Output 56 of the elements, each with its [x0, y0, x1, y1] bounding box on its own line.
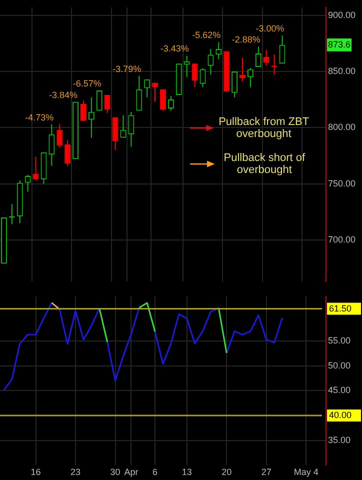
annotation: Pullback short of overbought: [222, 152, 306, 176]
candlestick: [247, 68, 254, 88]
candlestick: [88, 96, 94, 138]
candlestick: [112, 117, 118, 151]
candlestick: [255, 46, 262, 68]
y-tick-label: 750.00: [328, 178, 356, 188]
y-tick-label: 50.00: [328, 360, 351, 370]
candlestick: [56, 124, 63, 148]
text: -3.00%: [256, 23, 284, 34]
text: -2.88%: [232, 34, 260, 45]
y-tick-label: 35.00: [328, 434, 351, 445]
candlestick: [80, 100, 86, 122]
candlestick: [128, 111, 134, 148]
candlestick: [136, 75, 142, 112]
text: -5.62%: [192, 30, 221, 40]
candlestick: [24, 174, 31, 192]
y-tick-label: 850.00: [328, 66, 356, 76]
candlestick: [48, 124, 55, 166]
candlestick: [32, 156, 39, 181]
x-tick-label: 27: [261, 467, 272, 478]
candlestick: [216, 42, 222, 60]
annotation: Pullback from ZBT overbought: [218, 116, 310, 140]
y-tick-label: 45.00: [328, 385, 351, 396]
candlestick: [263, 50, 270, 66]
x-tick-label: 30: [110, 467, 120, 478]
ref-line-label: 61.50: [329, 303, 352, 314]
y-tick-label: 700.00: [328, 234, 356, 245]
x-tick-label: May 4: [294, 467, 318, 478]
text: -3.79%: [112, 64, 142, 74]
text: -6.57%: [72, 78, 102, 89]
x-tick-label: Apr: [124, 467, 138, 478]
candlestick: [152, 82, 158, 102]
x-tick-label: 20: [222, 467, 232, 478]
candlestick: [64, 140, 71, 166]
x-tick-label: 6: [152, 467, 158, 478]
candlestick: [232, 70, 238, 98]
candlestick: [96, 90, 102, 112]
text: -3.43%: [160, 44, 189, 54]
x-tick-label: 23: [70, 467, 81, 478]
candlestick: [144, 78, 150, 98]
candlestick: [160, 88, 166, 112]
y-tick-label: 55.00: [328, 336, 351, 346]
y-tick-label: 873.6: [328, 39, 351, 50]
y-tick-label: 800.00: [328, 122, 356, 132]
candlestick: [208, 48, 214, 76]
candlestick: [200, 68, 206, 88]
candlestick: [279, 34, 286, 64]
candlestick: [104, 94, 110, 114]
x-tick-label: 13: [182, 467, 192, 478]
ref-line-label: 40.00: [329, 410, 352, 420]
x-tick-label: 16: [30, 467, 41, 478]
text: -3.84%: [49, 90, 78, 100]
text: -4.73%: [25, 112, 54, 122]
y-tick-label: 900.00: [328, 10, 356, 20]
candlestick: [120, 114, 126, 138]
candlestick: [192, 63, 198, 88]
